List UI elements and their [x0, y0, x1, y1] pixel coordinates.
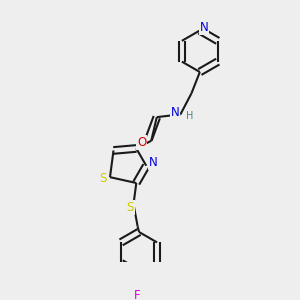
Text: S: S: [99, 172, 107, 185]
Text: O: O: [137, 136, 146, 149]
Text: N: N: [149, 157, 158, 169]
Text: N: N: [200, 21, 208, 34]
Text: H: H: [187, 111, 194, 121]
Text: S: S: [127, 201, 134, 214]
Text: N: N: [170, 106, 179, 119]
Text: F: F: [134, 290, 141, 300]
